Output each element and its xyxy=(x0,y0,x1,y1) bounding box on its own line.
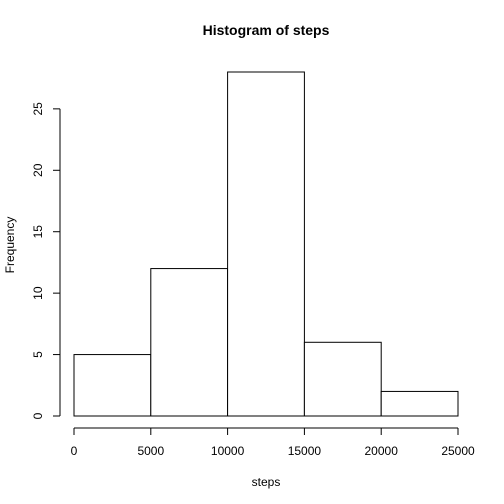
y-axis: 0 5 10 15 20 25 xyxy=(31,102,61,419)
x-tick-label: 20000 xyxy=(365,444,399,458)
y-tick-label: 20 xyxy=(31,163,45,177)
y-tick-label: 25 xyxy=(31,102,45,116)
bars-group xyxy=(73,71,459,417)
y-tick-label: 5 xyxy=(31,351,45,358)
y-tick-label: 10 xyxy=(31,286,45,300)
x-tick-label: 15000 xyxy=(288,444,322,458)
x-tick-label: 10000 xyxy=(211,444,245,458)
histogram-bar-1 xyxy=(73,354,152,417)
histogram-bar-4 xyxy=(303,341,382,417)
x-tick-label: 25000 xyxy=(441,444,475,458)
histogram-bar-3 xyxy=(227,71,305,417)
histogram-bar-2 xyxy=(150,268,229,417)
x-tick-label: 5000 xyxy=(137,444,164,458)
x-axis: 0 5000 10000 15000 20000 25000 xyxy=(71,427,475,458)
x-axis-label: steps xyxy=(252,475,281,489)
x-tick-label: 0 xyxy=(71,444,78,458)
y-tick-label: 0 xyxy=(31,412,45,419)
y-axis-label: Frequency xyxy=(3,217,17,274)
chart-title: Histogram of steps xyxy=(203,22,330,38)
y-tick-label: 15 xyxy=(31,225,45,239)
histogram-bar-5 xyxy=(380,390,459,417)
